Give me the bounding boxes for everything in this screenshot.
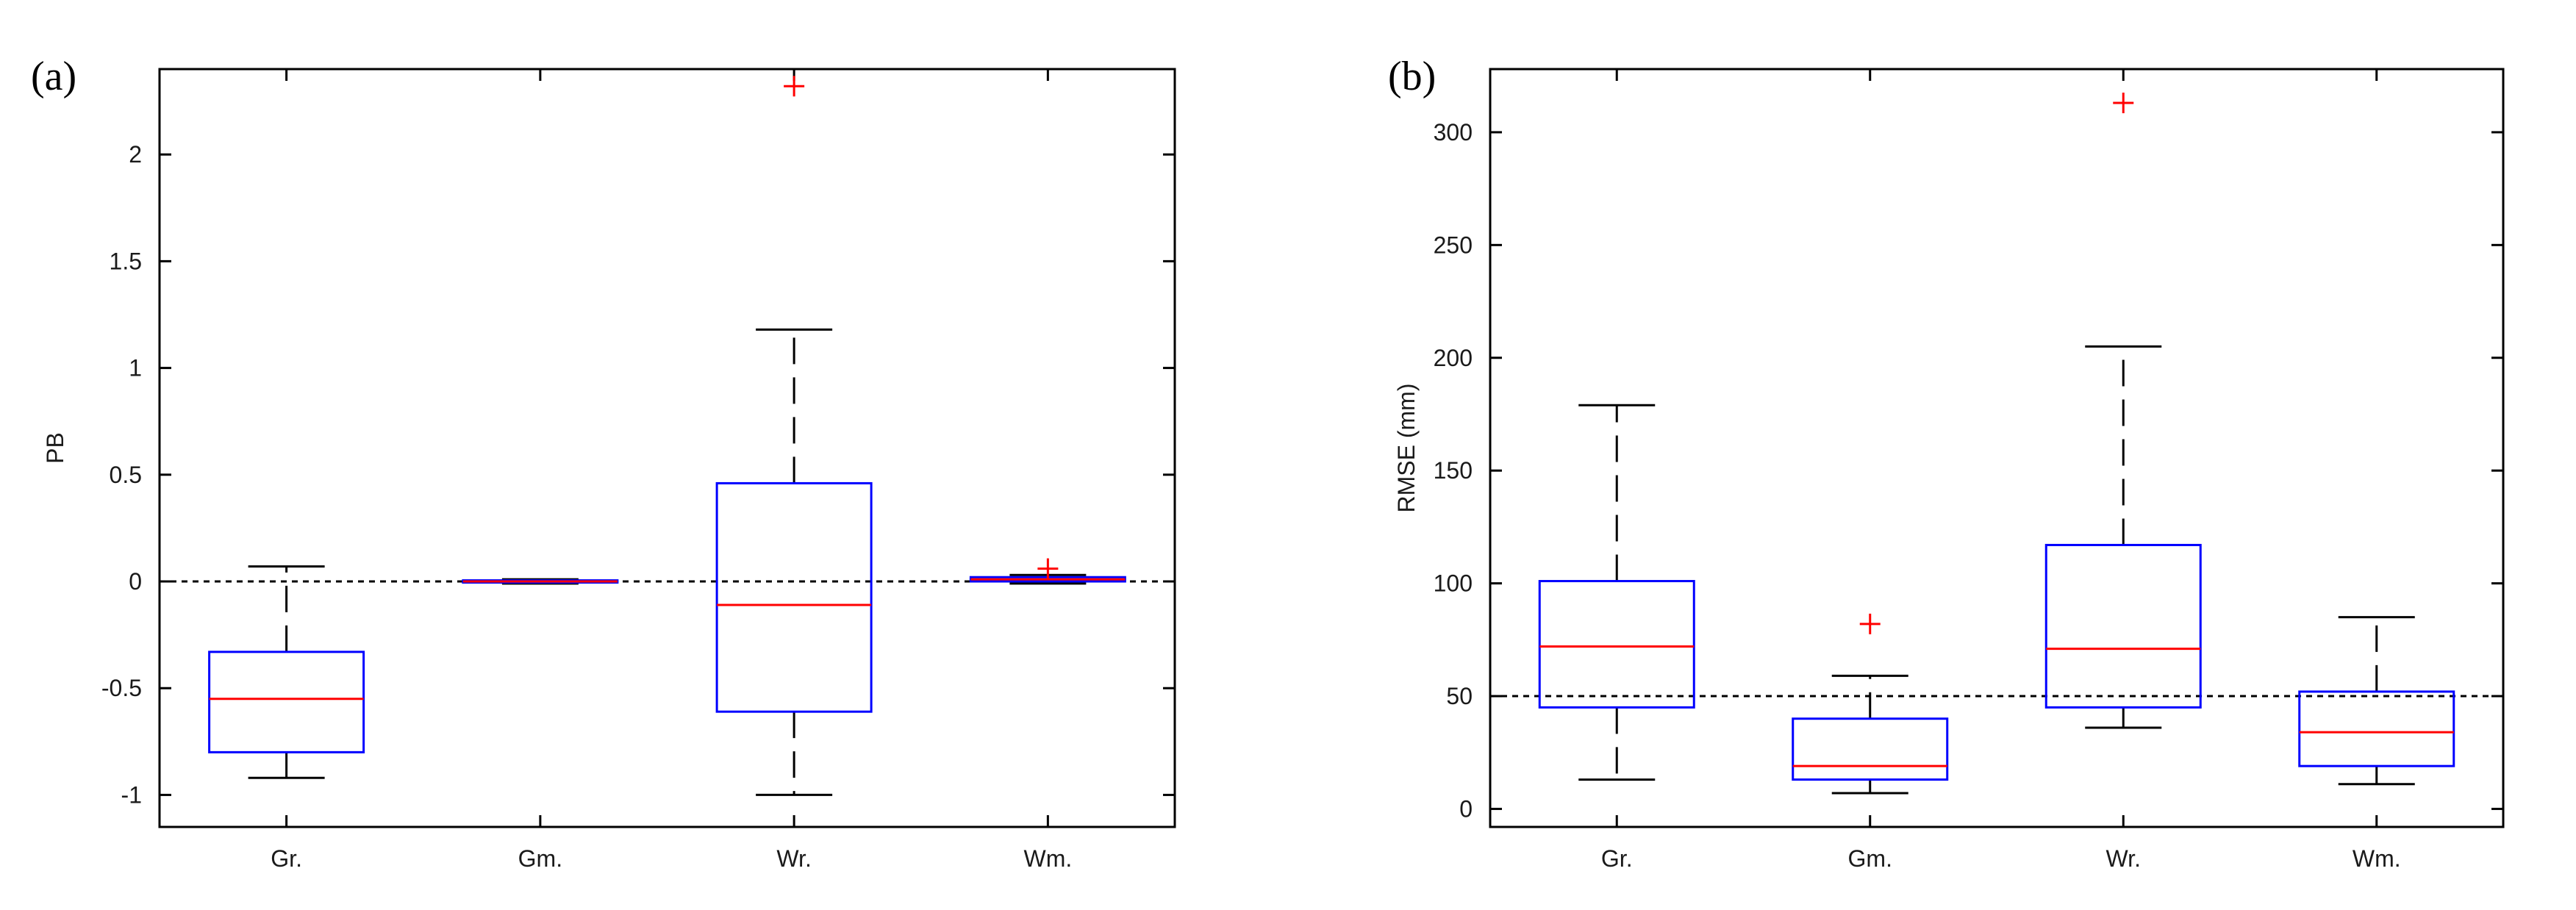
y-axis-label: RMSE (mm) bbox=[1393, 384, 1420, 513]
ytick-label: 1.5 bbox=[110, 248, 142, 274]
box-wr bbox=[2044, 93, 2202, 729]
ytick-label: 0 bbox=[1459, 795, 1473, 822]
ytick-label: 100 bbox=[1434, 570, 1473, 597]
box-iqr bbox=[1538, 580, 1695, 709]
ytick-label: 0.5 bbox=[110, 462, 142, 488]
xtick-label: Gr. bbox=[271, 845, 302, 872]
box-wr bbox=[715, 76, 873, 796]
plot-frame bbox=[158, 68, 1176, 828]
box-wm bbox=[969, 558, 1126, 585]
outlier-marker bbox=[2113, 93, 2134, 114]
xtick-label: Wr. bbox=[776, 845, 811, 872]
box-gm bbox=[1792, 613, 1949, 795]
ytick-label: 150 bbox=[1434, 457, 1473, 484]
outlier-marker bbox=[1859, 613, 1881, 634]
panel-a: -1 -0.5 0 0.5 1 1.5 2 PB (a) Gr. Gm. Wr. Wm. bbox=[31, 54, 1176, 872]
y-axis-label: PB bbox=[42, 432, 68, 464]
ytick-label: 250 bbox=[1434, 232, 1473, 258]
xtick-label: Wr. bbox=[2106, 845, 2141, 872]
xtick-label: Gm. bbox=[518, 845, 562, 872]
panel-b: 0 50 100 150 200 250 300 RMSE (mm) (b) Gr. Gm. Wr. W… bbox=[1388, 54, 2505, 872]
outlier-marker bbox=[1037, 558, 1059, 579]
xtick-label: Gr. bbox=[1601, 845, 1633, 872]
plot-frame bbox=[1489, 68, 2505, 828]
xtick-label: Wm. bbox=[1024, 845, 1073, 872]
ytick-label: 200 bbox=[1434, 345, 1473, 371]
box-iqr bbox=[208, 651, 365, 753]
ytick-label: 50 bbox=[1446, 683, 1473, 709]
box-gr bbox=[208, 565, 365, 779]
ytick-label: 300 bbox=[1434, 119, 1473, 146]
panel-label: (a) bbox=[31, 54, 76, 99]
ytick-label: -1 bbox=[121, 781, 142, 808]
box-iqr bbox=[2044, 543, 2202, 709]
xtick-label: Gm. bbox=[1848, 845, 1892, 872]
box-gr bbox=[1538, 404, 1695, 781]
ytick-label: 0 bbox=[129, 568, 142, 595]
ytick-label: -0.5 bbox=[101, 675, 142, 701]
box-iqr bbox=[715, 481, 873, 713]
box-iqr bbox=[1792, 717, 1949, 781]
panel-label: (b) bbox=[1388, 54, 1436, 99]
box-iqr bbox=[2298, 690, 2455, 767]
ytick-label: 1 bbox=[129, 355, 142, 381]
outlier-marker bbox=[784, 76, 805, 97]
ytick-label: 2 bbox=[129, 141, 142, 168]
xtick-label: Wm. bbox=[2353, 845, 2401, 872]
box-wm bbox=[2298, 616, 2455, 786]
box-gm bbox=[462, 578, 619, 585]
